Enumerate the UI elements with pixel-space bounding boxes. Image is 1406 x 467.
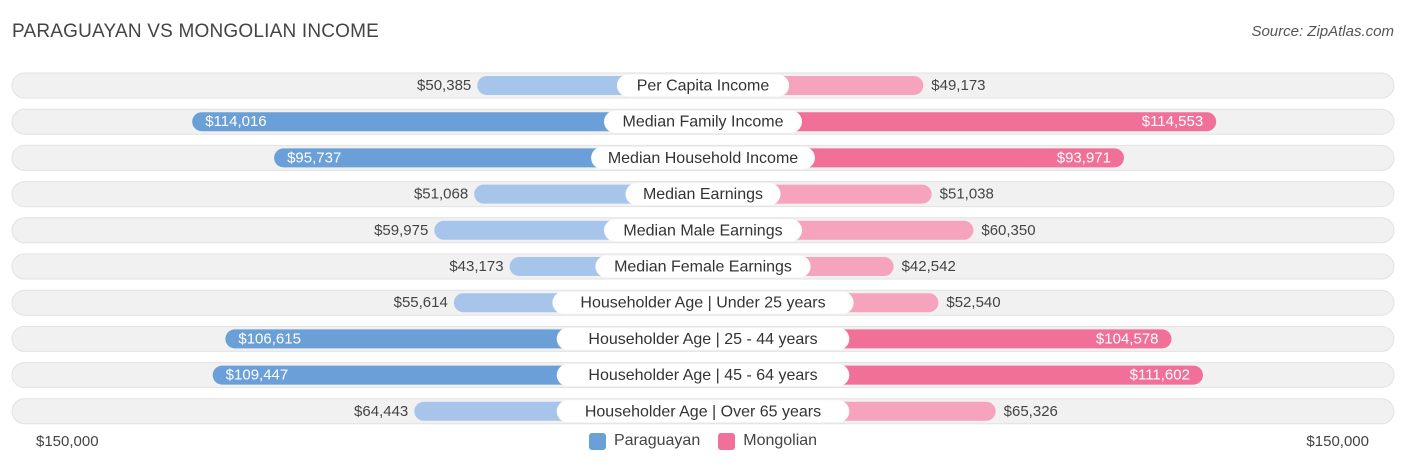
value-label-paraguayan: $109,447 bbox=[226, 367, 289, 384]
value-label-mongolian: $49,173 bbox=[931, 77, 985, 94]
category-pill bbox=[595, 255, 811, 278]
category-label: Median Household Income bbox=[608, 150, 798, 167]
bar-mongolian bbox=[703, 112, 1217, 132]
category-pill bbox=[625, 183, 781, 206]
legend: Paraguayan Mongolian bbox=[0, 432, 1406, 450]
value-label-mongolian: $51,038 bbox=[940, 186, 994, 203]
category-pill bbox=[556, 364, 850, 387]
legend-item-mongolian: Mongolian bbox=[718, 432, 817, 450]
category-pill bbox=[604, 110, 802, 133]
value-label-mongolian: $104,578 bbox=[1096, 330, 1159, 347]
value-label-paraguayan: $55,614 bbox=[394, 294, 448, 311]
legend-swatch-mongolian bbox=[718, 432, 736, 450]
value-label-paraguayan: $59,975 bbox=[374, 222, 428, 239]
value-label-paraguayan: $114,016 bbox=[205, 113, 266, 130]
legend-item-paraguayan: Paraguayan bbox=[588, 432, 701, 450]
category-label: Median Male Earnings bbox=[623, 222, 782, 239]
category-pill bbox=[556, 400, 850, 423]
category-pill bbox=[556, 327, 850, 350]
value-label-paraguayan: $43,173 bbox=[449, 258, 503, 275]
legend-label-mongolian: Mongolian bbox=[743, 432, 818, 449]
legend-label-paraguayan: Paraguayan bbox=[613, 432, 701, 449]
category-label: Householder Age | 25 - 44 years bbox=[588, 331, 817, 348]
value-label-mongolian: $93,971 bbox=[1057, 149, 1111, 166]
category-pill bbox=[552, 291, 854, 314]
category-label: Per Capita Income bbox=[637, 78, 770, 95]
category-pill bbox=[591, 146, 815, 169]
category-label: Median Family Income bbox=[623, 114, 784, 131]
category-label: Householder Age | Under 25 years bbox=[580, 295, 825, 312]
value-label-paraguayan: $95,737 bbox=[287, 149, 341, 166]
axis-left-label: $150,000 bbox=[36, 433, 99, 450]
value-label-mongolian: $42,542 bbox=[902, 258, 956, 275]
category-label: Median Earnings bbox=[643, 186, 763, 203]
value-label-mongolian: $111,602 bbox=[1130, 367, 1190, 384]
legend-swatch-paraguayan bbox=[588, 432, 606, 450]
source-note: Source: ZipAtlas.com bbox=[1251, 23, 1394, 40]
value-label-paraguayan: $106,615 bbox=[238, 330, 301, 347]
category-pill bbox=[616, 74, 790, 97]
category-label: Householder Age | 45 - 64 years bbox=[588, 367, 817, 384]
chart-title: PARAGUAYAN VS MONGOLIAN INCOME bbox=[12, 21, 380, 42]
value-label-paraguayan: $50,385 bbox=[417, 77, 471, 94]
category-label: Median Female Earnings bbox=[614, 259, 792, 276]
bar-paraguayan bbox=[192, 112, 703, 132]
value-label-paraguayan: $51,068 bbox=[414, 186, 468, 203]
value-label-mongolian: $114,553 bbox=[1142, 113, 1203, 130]
category-pill bbox=[604, 219, 802, 242]
value-label-mongolian: $60,350 bbox=[981, 222, 1035, 239]
value-label-mongolian: $52,540 bbox=[946, 294, 1000, 311]
category-label: Householder Age | Over 65 years bbox=[585, 403, 821, 420]
value-label-paraguayan: $64,443 bbox=[354, 403, 408, 420]
axis-right-label: $150,000 bbox=[1306, 433, 1369, 450]
value-label-mongolian: $65,326 bbox=[1004, 403, 1058, 420]
